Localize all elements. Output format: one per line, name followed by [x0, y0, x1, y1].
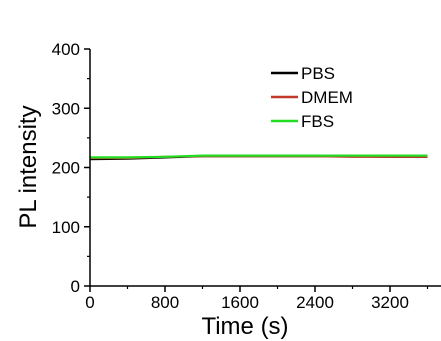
x-tick-label: 0 [85, 293, 94, 312]
series-layer [89, 154, 428, 161]
y-tick-label: 100 [52, 218, 80, 237]
y-axis-title: PL intensity [15, 105, 42, 228]
legend-label-fbs: FBS [301, 112, 334, 131]
legend: PBS DMEM FBS [271, 64, 353, 131]
y-tick-label: 400 [52, 40, 80, 59]
y-tick-label: 300 [52, 99, 80, 118]
x-tick-label: 3200 [371, 293, 409, 312]
ticks-layer: 0 100 200 300 400 0 800 1600 2400 3200 [52, 40, 429, 312]
y-tick-label: 0 [71, 277, 80, 296]
x-tick-label: 800 [151, 293, 179, 312]
x-tick-label: 2400 [296, 293, 334, 312]
legend-label-dmem: DMEM [301, 88, 353, 107]
axes-layer [89, 49, 441, 287]
x-tick-label: 1600 [221, 293, 259, 312]
legend-label-pbs: PBS [301, 64, 335, 83]
x-axis-title: Time (s) [201, 313, 288, 340]
series-line-fbs [90, 154, 428, 159]
y-tick-label: 200 [52, 159, 80, 178]
